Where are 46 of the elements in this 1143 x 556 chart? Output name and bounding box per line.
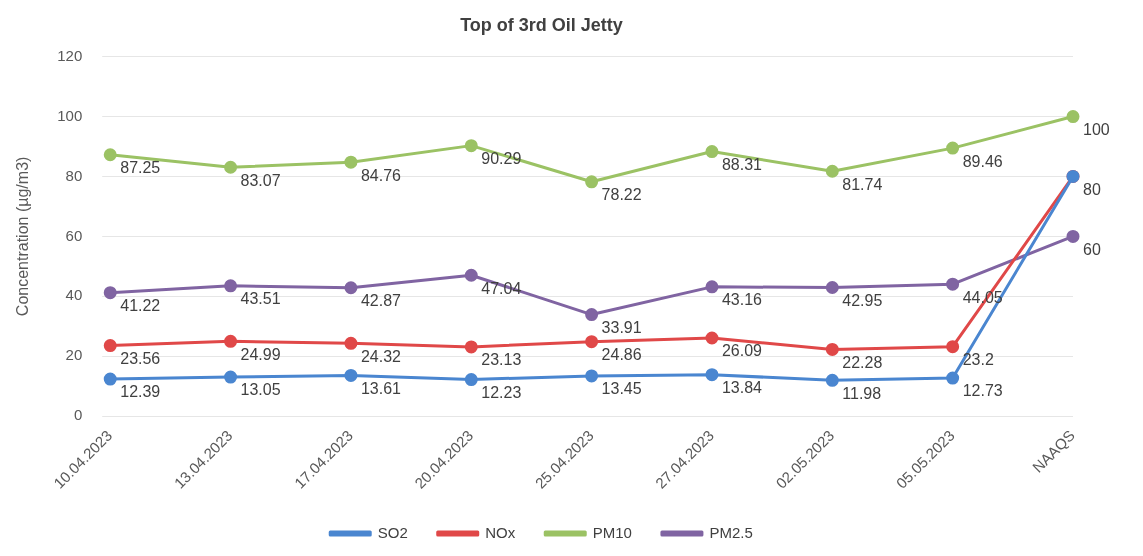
data-label: 12.73 [962,382,1003,400]
data-label: 60 [1083,240,1101,258]
legend-label: PM2.5 [709,523,753,541]
data-label: 80 [1083,180,1101,198]
data-label: 22.28 [842,353,883,371]
data-label: 24.86 [601,346,642,364]
data-label: 42.95 [842,291,883,309]
data-label: 33.91 [601,318,642,336]
y-tick-label: 120 [57,46,83,64]
data-label: 78.22 [601,186,642,204]
data-label: 24.99 [240,345,281,363]
legend-label: PM10 [592,523,632,541]
data-label: 23.13 [481,351,522,369]
data-label: 83.07 [240,171,281,189]
data-label: 12.39 [120,383,161,401]
data-label: 13.05 [240,381,281,399]
data-label: 41.22 [120,297,161,315]
y-tick-label: 40 [65,286,83,304]
data-label: 87.25 [120,159,161,177]
data-label: 13.45 [601,380,642,398]
data-label: 11.98 [842,384,882,402]
data-label: 43.16 [721,291,763,309]
data-label: 26.09 [721,342,763,360]
y-tick-label: 0 [73,406,83,424]
data-label: 23.2 [962,351,994,369]
y-axis-title: Concentration (µg/m3) [14,156,32,317]
data-label: 81.74 [842,175,883,193]
data-label: 88.31 [721,155,763,173]
data-label: 89.46 [962,152,1003,170]
legend-label: SO2 [377,523,408,541]
data-label: 24.32 [360,347,402,365]
y-tick-label: 20 [65,346,83,364]
y-tick-label: 60 [65,226,83,244]
data-label: 43.51 [240,290,281,308]
data-label: 13.84 [721,379,763,397]
y-tick-label: 100 [57,106,83,124]
data-label: 100 [1083,120,1110,138]
data-label: 42.87 [360,292,402,310]
legend-label: NOx [485,523,516,541]
data-label: 90.29 [481,150,522,168]
chart-title: Top of 3rd Oil Jetty [460,14,623,35]
data-label: 12.23 [481,383,522,401]
data-label: 23.56 [120,349,161,367]
data-label: 13.61 [360,379,402,397]
y-tick-label: 80 [65,166,83,184]
data-label: 84.76 [360,166,402,184]
